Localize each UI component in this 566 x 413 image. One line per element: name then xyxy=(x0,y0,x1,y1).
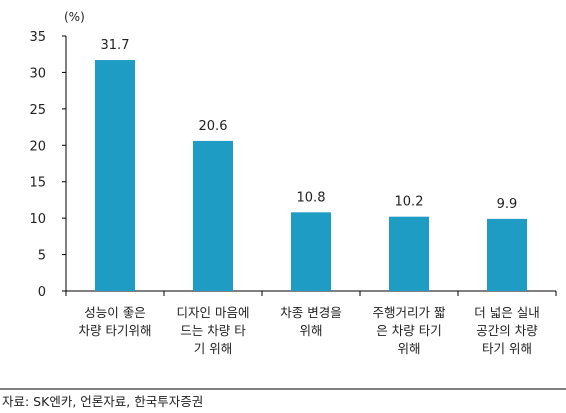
y-tick-label: 35 xyxy=(29,30,46,45)
x-tick-label: 드는 차량 타 xyxy=(180,323,246,338)
x-tick-label: 은 차량 타기 xyxy=(376,323,441,338)
bar xyxy=(487,218,527,291)
x-tick-label: 디자인 마음에 xyxy=(177,305,250,320)
data-label: 10.8 xyxy=(297,190,326,205)
x-tick-label: 더 넓은 실내 xyxy=(474,305,539,320)
x-tick-label: 주행거리가 짧 xyxy=(373,305,446,320)
x-tick-label: 위해 xyxy=(397,341,420,356)
bar xyxy=(95,60,135,291)
data-label: 9.9 xyxy=(497,197,518,212)
x-tick-label: 차종 변경을 xyxy=(280,305,341,320)
x-tick-label: 성능이 좋은 xyxy=(84,305,145,320)
x-tick-label: 기 위해 xyxy=(194,341,232,356)
x-tick-label: 공간의 차량 xyxy=(476,323,538,338)
y-tick-label: 5 xyxy=(38,249,46,264)
y-axis-ticks: 0 5 10 15 20 25 30 35 xyxy=(29,30,66,300)
bar xyxy=(193,140,233,291)
x-tick-label: 위해 xyxy=(299,323,322,338)
x-tick-label: 타기 위해 xyxy=(482,341,532,356)
bars xyxy=(95,60,527,291)
y-tick-label: 20 xyxy=(29,139,46,154)
data-label: 10.2 xyxy=(395,195,424,210)
value-labels: 31.7 20.6 10.8 10.2 9.9 xyxy=(101,38,518,212)
bar xyxy=(291,212,331,291)
y-tick-label: 10 xyxy=(29,212,46,227)
y-tick-label: 30 xyxy=(29,66,46,81)
y-tick-label: 25 xyxy=(29,103,46,118)
y-tick-label: 15 xyxy=(29,176,46,191)
y-unit-label: (%) xyxy=(64,10,85,24)
x-tick-label: 차량 타기위해 xyxy=(79,323,152,338)
data-label: 31.7 xyxy=(101,38,130,53)
source-note: 자료: SK엔카, 언론자료, 한국투자증권 xyxy=(2,394,203,409)
y-tick-label: 0 xyxy=(38,285,46,300)
data-label: 20.6 xyxy=(199,119,228,134)
bar xyxy=(389,216,429,291)
